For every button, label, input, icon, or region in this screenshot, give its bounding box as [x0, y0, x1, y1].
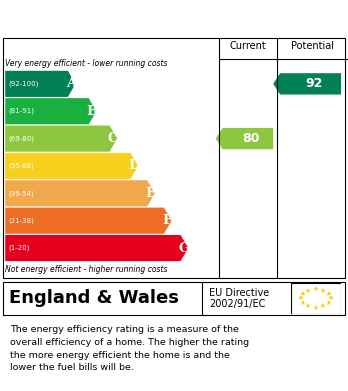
Polygon shape — [5, 235, 188, 261]
Text: F: F — [163, 214, 172, 227]
Text: (21-38): (21-38) — [9, 217, 34, 224]
Text: The energy efficiency rating is a measure of the
overall efficiency of a home. T: The energy efficiency rating is a measur… — [10, 325, 250, 372]
Text: Current: Current — [230, 41, 266, 51]
Polygon shape — [5, 71, 76, 97]
Text: 2002/91/EC: 2002/91/EC — [209, 299, 265, 309]
Text: (92-100): (92-100) — [9, 81, 39, 87]
Text: Potential: Potential — [291, 41, 334, 51]
Polygon shape — [5, 98, 96, 124]
Text: (81-91): (81-91) — [9, 108, 35, 115]
Polygon shape — [5, 208, 172, 234]
Polygon shape — [216, 128, 273, 149]
Text: A: A — [66, 77, 76, 90]
Polygon shape — [5, 126, 117, 152]
Text: England & Wales: England & Wales — [9, 289, 179, 307]
Text: (55-68): (55-68) — [9, 163, 34, 169]
Text: 80: 80 — [243, 132, 260, 145]
Text: B: B — [86, 105, 97, 118]
Polygon shape — [5, 153, 138, 179]
Text: D: D — [128, 160, 140, 172]
Text: G: G — [178, 242, 189, 255]
Text: Energy Efficiency Rating: Energy Efficiency Rating — [9, 11, 230, 26]
Text: Not energy efficient - higher running costs: Not energy efficient - higher running co… — [5, 265, 168, 274]
Text: C: C — [108, 132, 118, 145]
Text: (69-80): (69-80) — [9, 135, 35, 142]
Polygon shape — [5, 180, 155, 206]
Text: EU Directive: EU Directive — [209, 288, 269, 298]
Polygon shape — [273, 73, 341, 95]
Text: E: E — [145, 187, 155, 200]
Text: Very energy efficient - lower running costs: Very energy efficient - lower running co… — [5, 59, 168, 68]
Text: (39-54): (39-54) — [9, 190, 34, 197]
Text: (1-20): (1-20) — [9, 245, 30, 251]
Text: 92: 92 — [306, 77, 323, 90]
